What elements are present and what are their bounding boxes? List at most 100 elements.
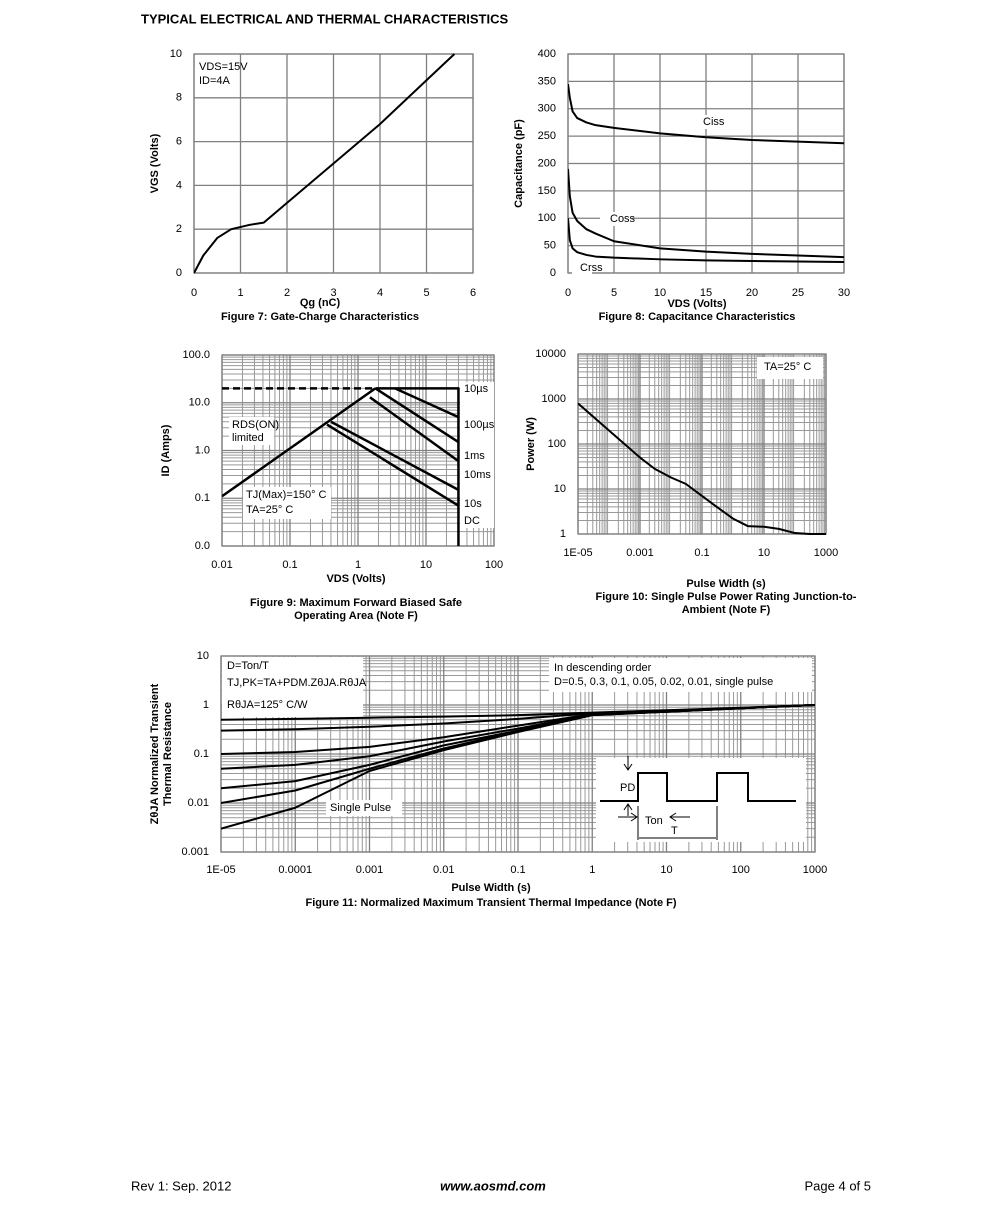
label-box bbox=[222, 657, 363, 717]
figure-caption: Figure 10: Single Pulse Power Rating Jun… bbox=[596, 591, 857, 603]
series-label: 10s bbox=[464, 498, 482, 510]
x-axis-label: VDS (Volts) bbox=[326, 573, 385, 585]
x-tick-label: 10 bbox=[420, 559, 432, 571]
annotation: VDS=15V bbox=[199, 61, 248, 73]
figure-caption: Figure 7: Gate-Charge Characteristics bbox=[221, 311, 419, 323]
y-tick-label: 0.001 bbox=[181, 846, 209, 858]
annotation: Ton bbox=[645, 815, 663, 827]
annotation: Single Pulse bbox=[330, 802, 391, 814]
x-axis-label: Qg (nC) bbox=[300, 297, 341, 309]
series-label: DC bbox=[464, 515, 480, 527]
x-axis-label: Pulse Width (s) bbox=[451, 882, 531, 894]
y-tick-label: 1.0 bbox=[195, 444, 210, 456]
label-box bbox=[460, 382, 494, 528]
label-box bbox=[243, 487, 331, 519]
pulse-diagram bbox=[600, 772, 796, 802]
footer-left: Rev 1: Sep. 2012 bbox=[131, 1178, 231, 1193]
series-label: Coss bbox=[610, 213, 636, 225]
label-box bbox=[600, 212, 632, 226]
series-line bbox=[194, 53, 456, 274]
x-tick-label: 15 bbox=[700, 287, 712, 299]
y-axis-label: ID (Amps) bbox=[160, 424, 172, 476]
plot-frame bbox=[567, 53, 845, 274]
x-axis-label: Pulse Width (s) bbox=[686, 578, 766, 590]
x-tick-label: 0.1 bbox=[282, 559, 297, 571]
x-tick-label: 100 bbox=[485, 559, 503, 571]
series-line bbox=[375, 387, 460, 546]
y-tick-label: 0.01 bbox=[188, 797, 209, 809]
series-label: Ciss bbox=[703, 116, 725, 128]
y-axis-label: VGS (Volts) bbox=[149, 133, 161, 193]
figure-caption: Figure 11: Normalized Maximum Transient … bbox=[305, 897, 676, 909]
series-label: Crss bbox=[580, 262, 603, 274]
x-tick-label: 10 bbox=[758, 547, 770, 559]
chart: 0 5 10 15 20 25 30050100150200250300350400Ciss… bbox=[513, 48, 850, 323]
footer-right: Page 4 of 5 bbox=[805, 1178, 872, 1193]
x-tick-label: 100 bbox=[732, 864, 750, 876]
series-line bbox=[374, 387, 460, 444]
series-line bbox=[568, 83, 844, 145]
x-tick-label: 2 bbox=[284, 287, 290, 299]
x-tick-label: 5 bbox=[423, 287, 429, 299]
y-axis-label: Capacitance (pF) bbox=[513, 119, 525, 208]
figure-caption: Operating Area (Note F) bbox=[294, 610, 418, 622]
x-tick-label: 0.0001 bbox=[278, 864, 312, 876]
x-tick-label: 1E-05 bbox=[206, 864, 235, 876]
y-tick-label: 300 bbox=[538, 103, 556, 115]
annotation: RDS(ON) bbox=[232, 419, 279, 431]
x-tick-label: 0.01 bbox=[433, 864, 454, 876]
x-tick-label: 0.01 bbox=[211, 559, 232, 571]
series-label: 10µs bbox=[464, 383, 489, 395]
chart: 1E-05 0.0001 0.001 0.01 0.1 1 10 100 1000 0.001 0.… bbox=[149, 650, 827, 909]
y-axis-label: ZθJA Normalized Transient bbox=[149, 683, 161, 824]
chart: 0 1 2 3 4 5 6 0 2 4 6 8 10 VDS=15V ID=4A Qg (nC) VGS (Vo… bbox=[149, 48, 476, 323]
y-tick-label: 1000 bbox=[542, 393, 566, 405]
page-title: TYPICAL ELECTRICAL AND THERMAL CHARACTER… bbox=[141, 11, 508, 26]
label-box bbox=[229, 417, 274, 445]
y-tick-label: 8 bbox=[176, 92, 182, 104]
series-line bbox=[568, 218, 844, 264]
figure-caption: Ambient (Note F) bbox=[682, 604, 771, 616]
x-tick-label: 30 bbox=[838, 287, 850, 299]
annotation: In descending order bbox=[554, 662, 652, 674]
label-box bbox=[326, 800, 402, 816]
y-tick-label: 1 bbox=[203, 699, 209, 711]
y-tick-label: 1 bbox=[560, 528, 566, 540]
annotation: PD bbox=[620, 782, 635, 794]
y-tick-label: 100 bbox=[548, 438, 566, 450]
y-tick-label: 0.1 bbox=[194, 748, 209, 760]
annotation: ID=4A bbox=[199, 75, 231, 87]
x-tick-label: 1000 bbox=[814, 547, 838, 559]
x-tick-label: 25 bbox=[792, 287, 804, 299]
series-label: 10ms bbox=[464, 469, 491, 481]
y-tick-label: 0 bbox=[550, 267, 556, 279]
footer-center: www.aosmd.com bbox=[440, 1178, 546, 1193]
x-tick-label: 0 bbox=[191, 287, 197, 299]
y-tick-label: 150 bbox=[538, 185, 556, 197]
label-box bbox=[694, 115, 716, 129]
annotation: limited bbox=[232, 432, 264, 444]
series-label: 100µs bbox=[464, 419, 495, 431]
y-tick-label: 10 bbox=[197, 650, 209, 662]
plot-frame bbox=[193, 53, 474, 274]
annotation: TJ,PK=TA+PDM.ZθJA.RθJA bbox=[227, 677, 367, 689]
y-tick-label: 350 bbox=[538, 75, 556, 87]
y-tick-label: 0 bbox=[176, 267, 182, 279]
x-tick-label: 0.1 bbox=[694, 547, 709, 559]
label-box bbox=[757, 357, 823, 379]
annotation: TA=25° C bbox=[764, 361, 811, 373]
x-tick-label: 1E-05 bbox=[563, 547, 592, 559]
annotation: D=0.5, 0.3, 0.1, 0.05, 0.02, 0.01, singl… bbox=[554, 676, 773, 688]
y-tick-label: 10.0 bbox=[189, 397, 210, 409]
figure-caption: Figure 9: Maximum Forward Biased Safe bbox=[250, 597, 462, 609]
series-line bbox=[330, 420, 460, 491]
chart: 1E-05 0.001 0.1 10 1000 1 10 100 1000 10000 TA=25°… bbox=[525, 348, 857, 616]
y-axis-label: Thermal Resistance bbox=[162, 702, 174, 806]
x-tick-label: 4 bbox=[377, 287, 383, 299]
x-axis-label: VDS (Volts) bbox=[667, 298, 726, 310]
series-line bbox=[326, 423, 460, 507]
y-tick-label: 400 bbox=[538, 48, 556, 60]
y-tick-label: 0.1 bbox=[195, 492, 210, 504]
